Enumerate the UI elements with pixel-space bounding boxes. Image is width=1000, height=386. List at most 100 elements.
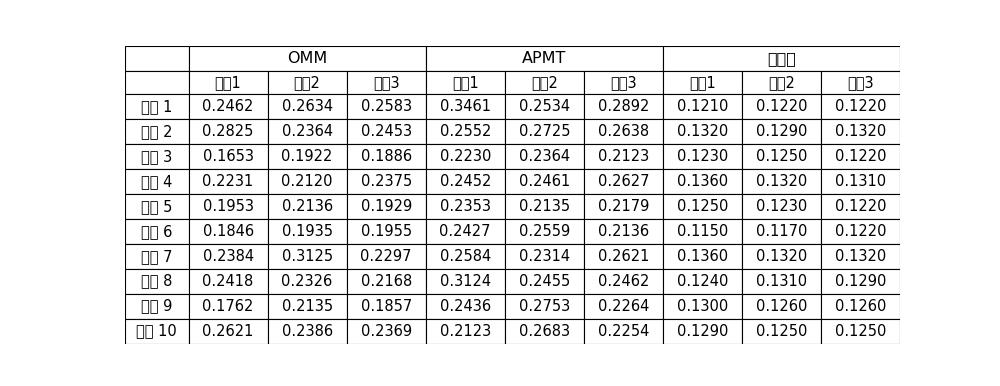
Bar: [663, 94, 742, 119]
Bar: [821, 219, 900, 244]
Bar: [821, 318, 900, 344]
Text: 0.1762: 0.1762: [202, 299, 254, 313]
Bar: [125, 194, 189, 219]
Bar: [125, 144, 189, 169]
Text: 0.2892: 0.2892: [598, 99, 649, 114]
Bar: [347, 318, 426, 344]
Bar: [584, 244, 663, 269]
Text: 0.2753: 0.2753: [519, 299, 570, 313]
Bar: [125, 244, 189, 269]
Bar: [189, 294, 268, 318]
Text: 0.2136: 0.2136: [598, 224, 649, 239]
Text: 0.2123: 0.2123: [598, 149, 649, 164]
Text: 0.2683: 0.2683: [519, 323, 570, 339]
Bar: [584, 318, 663, 344]
Bar: [125, 169, 189, 194]
Bar: [505, 169, 584, 194]
Text: 0.2230: 0.2230: [440, 149, 491, 164]
Text: 电池 5: 电池 5: [141, 199, 172, 214]
Bar: [268, 269, 347, 294]
Text: 0.2364: 0.2364: [519, 149, 570, 164]
Bar: [505, 119, 584, 144]
Text: 0.2135: 0.2135: [519, 199, 570, 214]
Text: 0.2427: 0.2427: [439, 224, 491, 239]
Bar: [125, 318, 189, 344]
Bar: [426, 144, 505, 169]
Text: 0.2123: 0.2123: [440, 323, 491, 339]
Bar: [742, 269, 821, 294]
Text: 电池 8: 电池 8: [141, 274, 172, 289]
Text: 0.1922: 0.1922: [281, 149, 333, 164]
Bar: [125, 94, 189, 119]
Text: 0.1150: 0.1150: [677, 224, 728, 239]
Bar: [584, 94, 663, 119]
Text: 0.1220: 0.1220: [835, 99, 886, 114]
Text: 0.3125: 0.3125: [282, 249, 333, 264]
Bar: [189, 244, 268, 269]
Bar: [426, 46, 663, 71]
Bar: [742, 318, 821, 344]
Bar: [347, 144, 426, 169]
Bar: [268, 71, 347, 94]
Bar: [505, 294, 584, 318]
Text: 0.1310: 0.1310: [835, 174, 886, 189]
Bar: [189, 119, 268, 144]
Bar: [125, 119, 189, 144]
Bar: [584, 71, 663, 94]
Text: 0.2552: 0.2552: [440, 124, 491, 139]
Bar: [742, 244, 821, 269]
Bar: [268, 244, 347, 269]
Text: 人吴1: 人吴1: [215, 75, 241, 90]
Text: 0.2326: 0.2326: [282, 274, 333, 289]
Text: 0.1230: 0.1230: [756, 199, 807, 214]
Text: 0.1220: 0.1220: [835, 149, 886, 164]
Text: 电池 1: 电池 1: [141, 99, 172, 114]
Text: 电池 6: 电池 6: [141, 224, 172, 239]
Text: 电池 2: 电池 2: [141, 124, 173, 139]
Text: 0.2452: 0.2452: [440, 174, 491, 189]
Text: 0.1220: 0.1220: [835, 224, 886, 239]
Bar: [584, 144, 663, 169]
Text: 0.2825: 0.2825: [202, 124, 254, 139]
Text: 0.2231: 0.2231: [202, 174, 254, 189]
Bar: [189, 169, 268, 194]
Text: 0.2353: 0.2353: [440, 199, 491, 214]
Text: 0.2314: 0.2314: [519, 249, 570, 264]
Text: 0.2386: 0.2386: [282, 323, 333, 339]
Bar: [268, 144, 347, 169]
Bar: [821, 244, 900, 269]
Text: 0.1300: 0.1300: [677, 299, 728, 313]
Bar: [821, 294, 900, 318]
Bar: [663, 294, 742, 318]
Bar: [189, 219, 268, 244]
Text: 本发明: 本发明: [767, 51, 796, 66]
Text: 0.1290: 0.1290: [835, 274, 886, 289]
Bar: [821, 71, 900, 94]
Bar: [584, 194, 663, 219]
Text: 电池 10: 电池 10: [136, 323, 177, 339]
Bar: [505, 71, 584, 94]
Text: 0.1320: 0.1320: [835, 249, 886, 264]
Text: 0.2384: 0.2384: [203, 249, 254, 264]
Bar: [505, 318, 584, 344]
Bar: [125, 294, 189, 318]
Bar: [505, 269, 584, 294]
Text: 0.2369: 0.2369: [361, 323, 412, 339]
Text: 0.1290: 0.1290: [677, 323, 728, 339]
Text: 0.2135: 0.2135: [282, 299, 333, 313]
Bar: [663, 194, 742, 219]
Bar: [663, 119, 742, 144]
Bar: [742, 71, 821, 94]
Text: OMM: OMM: [287, 51, 327, 66]
Text: 0.2436: 0.2436: [440, 299, 491, 313]
Text: 0.1310: 0.1310: [756, 274, 807, 289]
Bar: [125, 46, 189, 71]
Bar: [821, 144, 900, 169]
Text: 0.2621: 0.2621: [202, 323, 254, 339]
Text: 0.2584: 0.2584: [440, 249, 491, 264]
Text: 0.1955: 0.1955: [361, 224, 412, 239]
Text: 0.1653: 0.1653: [203, 149, 254, 164]
Bar: [189, 94, 268, 119]
Text: 0.1929: 0.1929: [361, 199, 412, 214]
Bar: [505, 194, 584, 219]
